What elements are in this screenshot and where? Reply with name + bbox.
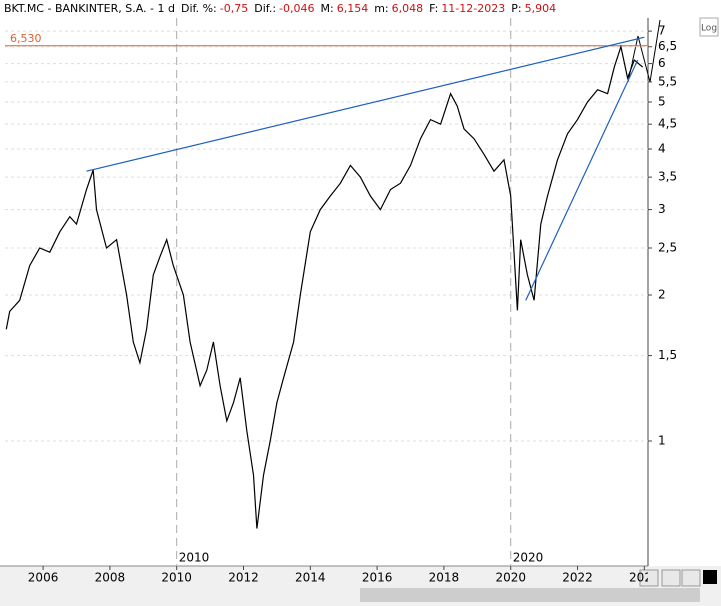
y-tick-label: 2,5 [658, 240, 677, 254]
header-field-label: Dif.: [254, 2, 276, 15]
y-tick-label: 6,5 [658, 39, 677, 53]
x-tick-label: 2022 [562, 571, 593, 585]
period-label: 2020 [513, 551, 544, 565]
y-tick-label: 1,5 [658, 348, 677, 362]
header: BKT.MC - BANKINTER, S.A. - 1 d Dif. %: -0,… [4, 2, 556, 15]
log-button[interactable] [699, 17, 719, 37]
y-tick-label: 3,5 [658, 170, 677, 184]
header-field-value: -0,046 [279, 2, 314, 15]
trendline [86, 36, 645, 172]
price-line [5, 44, 644, 529]
plot: 2006 2008 2010 2012 2014 2016 2018 2020 2022 2024 [5, 18, 660, 585]
tool-button[interactable] [639, 569, 659, 587]
x-tick-label: 2020 [495, 571, 526, 585]
header-field-label: Dif. %: [181, 2, 217, 15]
y-tick-label: 7 [658, 24, 666, 38]
y-tick-label: 4,5 [658, 117, 677, 131]
x-tick-label: 2018 [429, 571, 460, 585]
header-field-value: -0,75 [220, 2, 248, 15]
x-tick-label: 2014 [295, 571, 326, 585]
log-button-label[interactable]: Log [701, 24, 717, 34]
y-tick-label: 5 [658, 94, 666, 108]
reference-label: 6,530 [10, 32, 42, 45]
header-field-label: M: [321, 2, 334, 15]
header-field-value: 6,154 [337, 2, 369, 15]
x-tick-label: 2024 [629, 571, 660, 585]
header-field-value: 5,904 [525, 2, 557, 15]
color-button[interactable] [703, 570, 717, 584]
header-field-label: P: [511, 2, 521, 15]
pin-button[interactable] [681, 569, 701, 587]
y-tick-label: 5,5 [658, 74, 677, 88]
header-title: BKT.MC - BANKINTER, S.A. - 1 d [4, 2, 175, 15]
header-field-value: 11-12-2023 [441, 2, 505, 15]
trendline [525, 59, 639, 301]
x-tick-label: 2016 [362, 571, 393, 585]
scrollbar[interactable] [360, 588, 700, 602]
x-tick-label: 2008 [95, 571, 126, 585]
x-tick-label: 2012 [228, 571, 259, 585]
y-tick-label: 2 [658, 287, 666, 301]
period-label: 2010 [179, 551, 210, 565]
y-tick-label: 1 [658, 433, 666, 447]
y-tick-label: 6 [658, 56, 666, 70]
y-tick-label: 4 [658, 141, 666, 155]
save-button[interactable] [661, 569, 681, 587]
x-tick-label: 2006 [28, 571, 59, 585]
projection [627, 19, 661, 83]
y-tick-label: 3 [658, 202, 666, 216]
header-field-value: 6,048 [392, 2, 424, 15]
header-field-label: m: [374, 2, 388, 15]
header-field-label: F: [429, 2, 438, 15]
x-tick-label: 2010 [161, 571, 192, 585]
